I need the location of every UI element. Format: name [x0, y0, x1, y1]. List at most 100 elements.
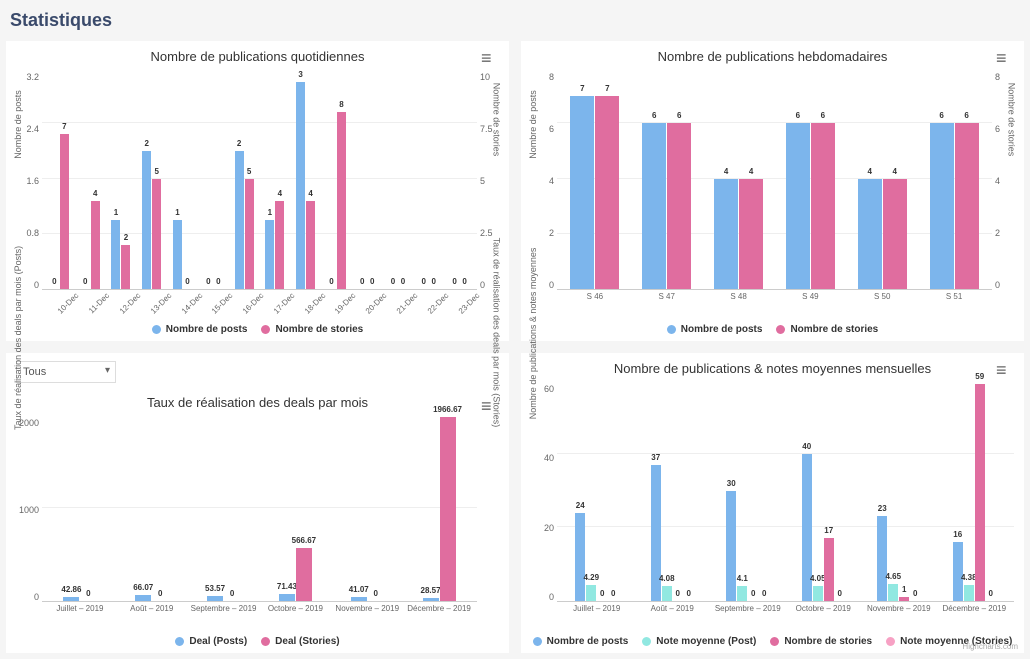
y-tick: 10: [480, 72, 490, 82]
bar-value-label: 37: [651, 453, 660, 462]
bar[interactable]: 1966.67: [440, 417, 456, 601]
bar-value-label: 2: [145, 139, 149, 148]
bar[interactable]: 6: [786, 123, 810, 289]
y-tick: 20: [544, 523, 554, 533]
plot-deals: 42.860Juillet – 201966.070Août – 201953.…: [42, 414, 477, 602]
bar[interactable]: 4: [91, 201, 100, 289]
legend-item[interactable]: Note moyenne (Post): [642, 636, 756, 647]
y-tick: 0: [549, 280, 554, 290]
bar-value-label: 66.07: [133, 583, 153, 592]
bar-value-label: 3: [298, 70, 302, 79]
bar[interactable]: 2: [142, 151, 151, 289]
bar[interactable]: 3: [296, 82, 305, 289]
bar[interactable]: 4: [883, 179, 907, 290]
y-axis-right-label: Nombre de stories: [492, 83, 502, 157]
bar-value-label: 1: [268, 208, 272, 217]
bar-group: 44S 48: [703, 68, 775, 289]
bar-value-label: 4.65: [885, 572, 901, 581]
bar[interactable]: 5: [245, 179, 254, 290]
bar-value-label: 0: [52, 277, 56, 286]
legend-item[interactable]: Nombre de stories: [770, 636, 872, 647]
bar-value-label: 6: [939, 111, 943, 120]
hamburger-menu-icon[interactable]: [996, 363, 1014, 377]
bar[interactable]: 4: [275, 201, 284, 289]
y-tick: 1000: [19, 505, 39, 515]
hamburger-menu-icon[interactable]: [481, 51, 499, 65]
bar[interactable]: 5: [152, 179, 161, 290]
legend-weekly: Nombre de posts Nombre de stories: [531, 308, 1014, 335]
legend-label: Nombre de posts: [547, 636, 629, 647]
bar-value-label: 4: [867, 167, 871, 176]
bar-value-label: 0: [676, 589, 680, 598]
bar[interactable]: 23: [877, 516, 887, 601]
bar[interactable]: 4.65: [888, 584, 898, 601]
x-tick-label: Août – 2019: [130, 601, 173, 613]
bar[interactable]: 1: [173, 220, 182, 289]
legend-item[interactable]: Nombre de posts: [667, 324, 763, 335]
y-tick: 6: [995, 124, 1000, 134]
bar-value-label: 0: [432, 277, 436, 286]
bar[interactable]: 1: [265, 220, 274, 289]
legend-item[interactable]: Nombre de stories: [776, 324, 878, 335]
bar[interactable]: 7: [595, 96, 619, 289]
bar-value-label: 4.1: [737, 574, 748, 583]
hamburger-menu-icon[interactable]: [996, 51, 1014, 65]
bar-value-label: 0: [762, 589, 766, 598]
legend-item[interactable]: Deal (Posts): [175, 636, 247, 647]
bar[interactable]: 2: [121, 245, 130, 289]
bar[interactable]: 6: [811, 123, 835, 289]
legend-item[interactable]: Nombre de posts: [152, 324, 248, 335]
bar-value-label: 7: [62, 122, 66, 131]
bar[interactable]: 7: [60, 134, 69, 289]
bar[interactable]: 4: [739, 179, 763, 290]
bar-value-label: 0: [600, 589, 604, 598]
bar[interactable]: 24: [575, 513, 585, 601]
bar-value-label: 2: [124, 233, 128, 242]
bar-group: 0021-Dec: [383, 68, 414, 289]
legend-item[interactable]: Nombre de stories: [261, 324, 363, 335]
y-tick: 8: [995, 72, 1000, 82]
x-tick-label: Septembre – 2019: [715, 601, 781, 613]
bar[interactable]: 6: [955, 123, 979, 289]
x-tick-label: Octobre – 2019: [796, 601, 851, 613]
bar[interactable]: 4: [714, 179, 738, 290]
bar[interactable]: 4: [858, 179, 882, 290]
bar[interactable]: 4: [306, 201, 315, 289]
bar[interactable]: 71.43: [279, 594, 295, 601]
bar-value-label: 6: [796, 111, 800, 120]
legend-swatch: [776, 325, 785, 334]
bar[interactable]: 17: [824, 538, 834, 601]
y-tick: 2.5: [480, 228, 493, 238]
bar[interactable]: 6: [642, 123, 666, 289]
chart-credit[interactable]: Highcharts.com: [962, 642, 1018, 651]
bar-value-label: 1: [114, 208, 118, 217]
bar-group: 374.0800Août – 2019: [635, 380, 711, 601]
legend-item[interactable]: Nombre de posts: [533, 636, 629, 647]
bar[interactable]: 4.08: [662, 586, 672, 601]
bar-group: 2516-Dec: [229, 68, 260, 289]
bar[interactable]: 566.67: [296, 548, 312, 601]
bar[interactable]: 2: [235, 151, 244, 289]
bar[interactable]: 4.1: [737, 586, 747, 601]
bar[interactable]: 59: [975, 384, 985, 601]
bar-group: 41.070Novembre – 2019: [331, 414, 403, 601]
bar-value-label: 4: [724, 167, 728, 176]
bar-value-label: 0: [83, 277, 87, 286]
bar[interactable]: 6: [930, 123, 954, 289]
bar[interactable]: 7: [570, 96, 594, 289]
legend-item[interactable]: Deal (Stories): [261, 636, 339, 647]
bar-value-label: 6: [652, 111, 656, 120]
bar-value-label: 0: [611, 589, 615, 598]
bar[interactable]: 6: [667, 123, 691, 289]
bar[interactable]: 4.38: [964, 585, 974, 601]
x-tick-label: Décembre – 2019: [942, 601, 1006, 613]
bar[interactable]: 16: [953, 542, 963, 601]
bar[interactable]: 4.29: [586, 585, 596, 601]
bar[interactable]: 1: [111, 220, 120, 289]
x-tick-label: Août – 2019: [651, 601, 694, 613]
bar[interactable]: 8: [337, 112, 346, 289]
filter-select[interactable]: Tous: [16, 361, 116, 383]
bar[interactable]: 30: [726, 491, 736, 602]
bar-value-label: 566.67: [292, 536, 316, 545]
bar[interactable]: 4.05: [813, 586, 823, 601]
